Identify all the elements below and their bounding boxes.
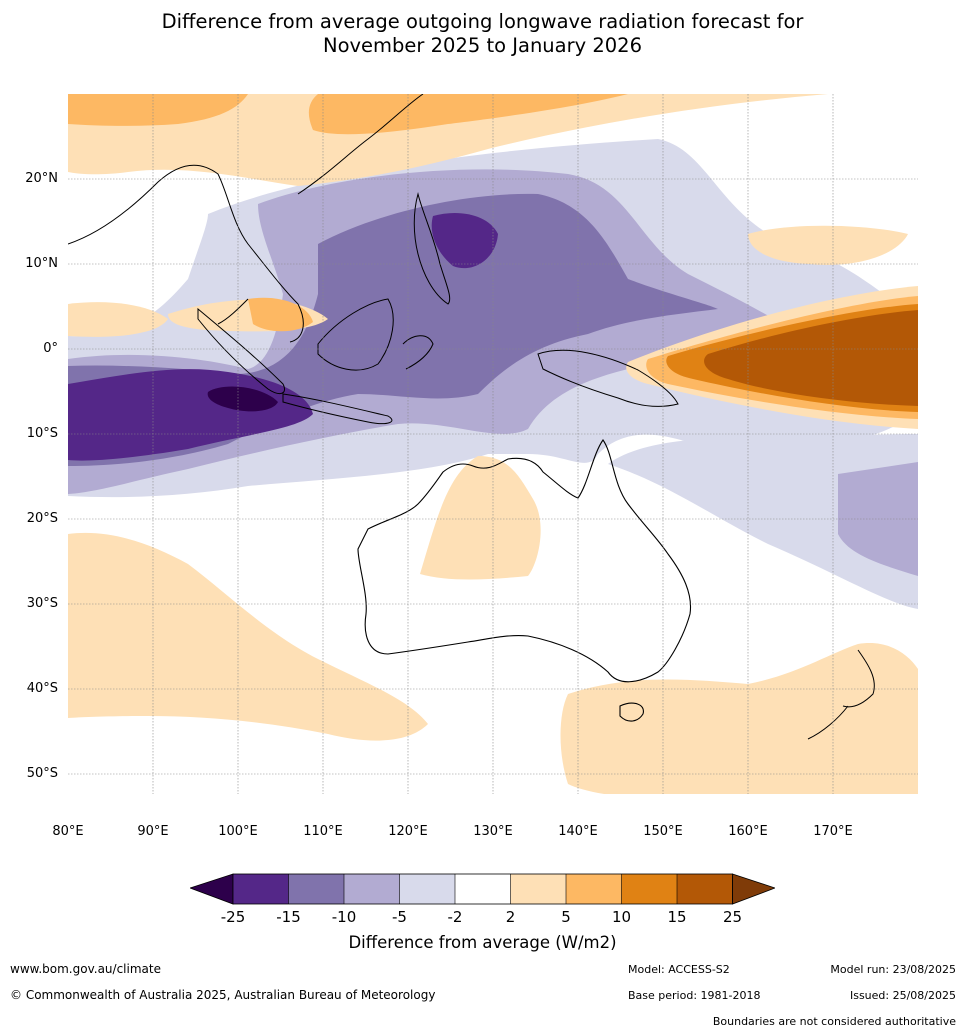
philippines-coastline: [413, 192, 451, 305]
negative-anomaly-extreme: [207, 386, 278, 412]
tasmania-coastline: [619, 702, 644, 722]
colorbar-tick-neg15: -15: [276, 908, 301, 926]
lon-label-100e: 100°E: [218, 824, 258, 839]
new-zealand-coastline: [807, 649, 875, 740]
colorbar-tick-10: 10: [611, 908, 632, 926]
colorbar-tick-neg5: -5: [392, 908, 407, 926]
lat-label-30s: 30°S: [26, 596, 58, 611]
colorbar-frame: [232, 873, 733, 905]
positive-anomaly-central-pacific-extreme: [704, 310, 918, 406]
java-coastline: [282, 393, 393, 425]
colorbar: [190, 873, 775, 905]
sumatra-coastline: [197, 307, 285, 395]
lon-label-140e: 140°E: [558, 824, 598, 839]
colorbar-segment-7: [566, 874, 622, 904]
positive-anomaly-north-medium: [308, 94, 628, 135]
colorbar-tick-15: 15: [667, 908, 687, 926]
boundaries-disclaimer: Boundaries are not considered authoritat…: [712, 1015, 956, 1028]
colorbar-segment-6: [510, 874, 566, 904]
anomaly-map: [68, 94, 918, 794]
colorbar-label: Difference from average (W/m2): [348, 933, 617, 952]
gridlines: [68, 94, 918, 794]
website-link[interactable]: www.bom.gov.au/climate: [10, 962, 161, 976]
positive-anomaly-north-pacific: [748, 225, 908, 265]
colorbar-tick-neg25: -25: [220, 908, 246, 926]
sulawesi-coastline: [402, 335, 434, 370]
copyright-text: © Commonwealth of Australia 2025, Austra…: [10, 988, 436, 1002]
lon-label-80e: 80°E: [52, 824, 84, 839]
lon-label-170e: 170°E: [813, 824, 853, 839]
lat-label-50s: 50°S: [26, 766, 58, 781]
colorbar-tick-2: 2: [505, 908, 516, 926]
colorbar-segment-2: [288, 874, 344, 904]
colorbar-tick-neg2: -2: [447, 908, 463, 926]
lat-label-10n: 10°N: [25, 256, 58, 271]
model-run-date: Model run: 23/08/2025: [830, 963, 956, 976]
lat-label-20s: 20°S: [26, 511, 58, 526]
lon-label-90e: 90°E: [137, 824, 169, 839]
colorbar-segment-3: [344, 874, 400, 904]
map-canvas: [68, 94, 918, 794]
colorbar-segment-8: [621, 874, 677, 904]
colorbar-tick-neg10: -10: [331, 908, 357, 926]
title-line-2: November 2025 to January 2026: [323, 34, 642, 57]
colorbar-extend-low: [190, 873, 234, 905]
model-name: Model: ACCESS-S2: [628, 963, 730, 976]
colorbar-segment-9: [677, 874, 733, 904]
borneo-coastline: [317, 298, 394, 371]
lat-label-0: 0°: [43, 341, 58, 356]
positive-anomaly-bay-bengal: [68, 302, 168, 337]
colorbar-segment-4: [399, 874, 455, 904]
lon-label-110e: 110°E: [303, 824, 343, 839]
colorbar-tick-5: 5: [561, 908, 571, 926]
positive-anomaly-china-medium: [68, 94, 248, 126]
positive-anomaly-north-light: [68, 94, 828, 186]
asia-coastline: [68, 94, 424, 343]
lon-label-130e: 130°E: [473, 824, 513, 839]
issued-date: Issued: 25/08/2025: [849, 989, 956, 1002]
colorbar-extend-high: [732, 873, 775, 905]
lat-label-20n: 20°N: [25, 171, 58, 186]
colorbar-tick-25: 25: [722, 908, 743, 926]
lat-label-40s: 40°S: [26, 681, 58, 696]
colorbar-dividers: [288, 874, 678, 904]
positive-anomaly-north-australia: [420, 456, 541, 580]
new-guinea-coastline: [537, 349, 679, 407]
lon-label-150e: 150°E: [643, 824, 683, 839]
positive-anomaly-south-indian: [68, 532, 428, 741]
lon-label-160e: 160°E: [728, 824, 768, 839]
lon-label-120e: 120°E: [388, 824, 428, 839]
positive-anomaly-south-pacific: [560, 643, 918, 794]
lat-label-10s: 10°S: [26, 426, 58, 441]
negative-anomaly-strong-philippines: [431, 213, 498, 269]
australia-coastline: [357, 439, 692, 683]
positive-anomaly-malaya-medium: [248, 297, 313, 332]
colorbar-segment-5: [455, 874, 511, 904]
title-line-1: Difference from average outgoing longwav…: [161, 10, 804, 33]
base-period: Base period: 1981-2018: [628, 989, 761, 1002]
map-title: Difference from average outgoing longwav…: [0, 10, 965, 58]
colorbar-segment-1: [233, 874, 289, 904]
